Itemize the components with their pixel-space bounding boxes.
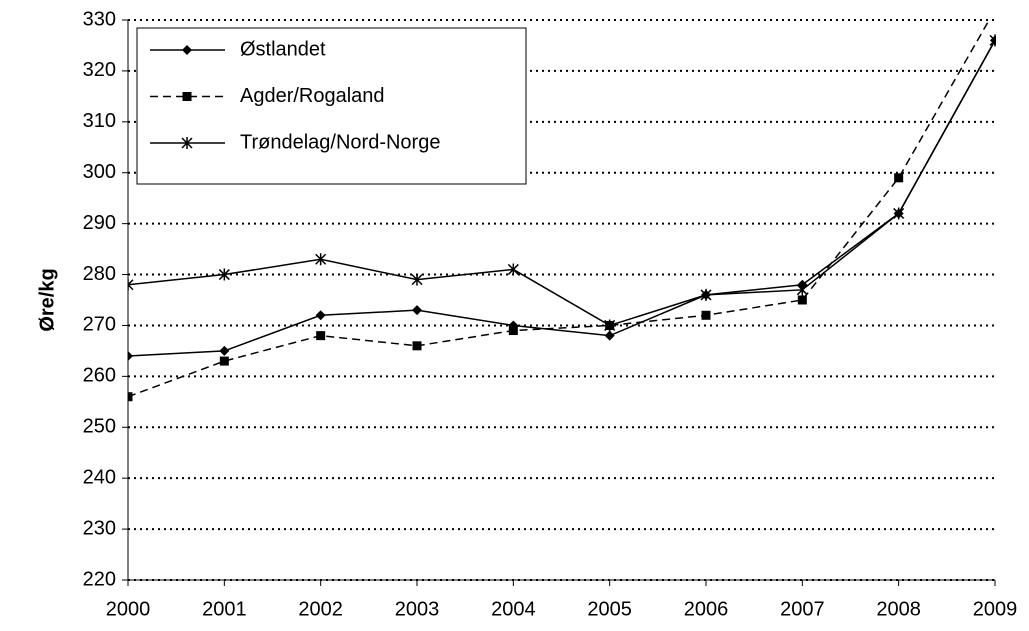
marker	[315, 253, 327, 266]
x-tick-label: 2008	[876, 598, 921, 620]
marker	[181, 137, 193, 149]
y-tick-label: 290	[83, 212, 116, 234]
x-tick-label: 2000	[106, 598, 151, 620]
marker	[219, 345, 230, 356]
marker	[507, 263, 519, 276]
marker	[182, 92, 192, 101]
marker	[701, 310, 711, 320]
x-tick-label: 2007	[780, 598, 825, 620]
y-tick-label: 230	[83, 517, 116, 539]
y-axis-label: Øre/kg	[36, 268, 58, 331]
marker	[412, 305, 422, 316]
y-tick-label: 270	[83, 314, 116, 336]
legend-box	[136, 27, 527, 185]
marker	[604, 319, 616, 332]
y-tick-label: 310	[83, 110, 116, 132]
x-tick-label: 2003	[395, 598, 440, 620]
x-tick-label: 2001	[202, 598, 247, 620]
marker	[218, 268, 230, 281]
y-tick-label: 330	[83, 8, 116, 30]
legend-label: Trøndelag/Nord-Norge	[240, 131, 440, 153]
marker	[700, 288, 712, 301]
plot-area	[128, 20, 996, 402]
x-tick-label: 2005	[587, 598, 632, 620]
marker	[797, 295, 807, 305]
series-line	[128, 20, 991, 398]
legend-label: Østlandet	[240, 38, 326, 60]
marker	[796, 283, 808, 296]
y-tick-label: 260	[83, 365, 116, 387]
marker	[316, 331, 326, 341]
marker	[508, 326, 518, 336]
y-tick-label: 300	[83, 161, 116, 183]
y-tick-label: 250	[83, 416, 116, 438]
marker	[219, 356, 229, 366]
marker	[604, 330, 615, 341]
y-tick-label: 280	[83, 263, 116, 285]
legend-label: Agder/Rogaland	[240, 85, 385, 107]
marker	[128, 392, 133, 402]
x-tick-label: 2009	[973, 598, 1018, 620]
y-tick-label: 320	[83, 59, 116, 81]
series-line	[128, 39, 996, 327]
marker	[412, 341, 422, 351]
marker	[411, 273, 423, 286]
marker	[894, 173, 904, 183]
marker	[893, 207, 905, 220]
marker	[315, 310, 326, 321]
x-tick-label: 2006	[684, 598, 729, 620]
x-tick-label: 2002	[298, 598, 343, 620]
x-tick-label: 2004	[491, 598, 536, 620]
y-tick-label: 240	[83, 466, 116, 488]
marker	[128, 278, 134, 291]
marker	[989, 34, 996, 47]
y-tick-label: 220	[83, 568, 116, 590]
marker	[128, 351, 133, 361]
marker	[182, 45, 192, 55]
series-line	[128, 39, 996, 357]
